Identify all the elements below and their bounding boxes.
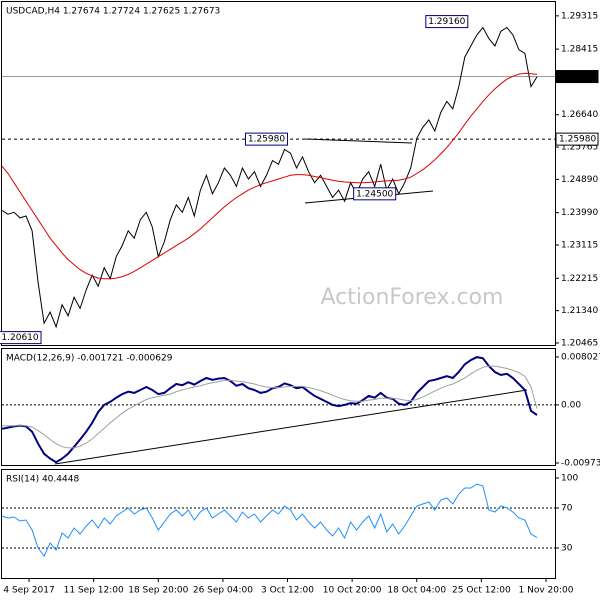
axis-label-box <box>555 132 599 146</box>
price-panel <box>1 1 556 346</box>
axis-label-box <box>555 70 599 84</box>
panel-title: USDCAD,H4 1.27674 1.27724 1.27625 1.2767… <box>6 7 220 17</box>
y-tick-label: 0.00 <box>561 400 581 410</box>
annotation: 1.29160 <box>428 17 465 27</box>
x-tick-label: 26 Sep 04:00 <box>193 586 253 596</box>
y-tick-label: 30 <box>561 544 573 554</box>
x-tick-label: 18 Sep 20:00 <box>128 586 188 596</box>
y-tick-label: 1.29315 <box>561 11 598 21</box>
y-tick-label: 100 <box>561 474 578 484</box>
y-tick-label: 1.24890 <box>561 175 598 185</box>
panel-title: RSI(14) 40.4448 <box>6 475 79 485</box>
annotation-box <box>244 132 288 146</box>
panel-title: MACD(12,26,9) -0.001721 -0.000629 <box>6 354 173 364</box>
series-line <box>1 356 538 464</box>
x-tick-label: 1 Nov 20:00 <box>519 586 574 596</box>
annotation-box <box>0 331 42 345</box>
x-tick-label: 3 Oct 12:00 <box>261 586 314 596</box>
y-tick-label: 1.25765 <box>561 143 598 153</box>
series-line <box>1 26 538 329</box>
x-tick-label: 10 Oct 20:00 <box>323 586 382 596</box>
y-tick-label: 1.21340 <box>561 306 598 316</box>
trendline <box>54 389 528 465</box>
annotation: 1.20610 <box>1 333 38 343</box>
watermark: ActionForex.com <box>321 285 504 310</box>
axis-label: 1.27673 <box>559 72 596 82</box>
y-tick-label: 0.008027 <box>561 352 600 362</box>
trendline <box>304 138 413 144</box>
rsi-panel <box>1 469 556 579</box>
axis-label: 1.25980 <box>559 135 596 145</box>
series-line <box>1 483 538 557</box>
y-tick-label: 1.22215 <box>561 274 598 284</box>
annotation-box <box>425 15 469 29</box>
series-line <box>2 365 538 449</box>
y-tick-label: 1.28415 <box>561 45 598 55</box>
y-tick-label: 1.23990 <box>561 208 598 218</box>
x-tick-label: 25 Oct 12:00 <box>452 586 511 596</box>
y-tick-label: -0.009737 <box>561 459 600 469</box>
y-tick-label: 1.26640 <box>561 110 598 120</box>
y-tick-label: 1.20465 <box>561 338 598 348</box>
y-tick-label: 1.23115 <box>561 241 598 251</box>
annotation-box <box>353 187 397 201</box>
macd-panel <box>1 348 556 466</box>
annotation: 1.24500 <box>356 189 393 199</box>
y-tick-label: 70 <box>561 504 573 514</box>
x-tick-label: 18 Oct 04:00 <box>387 586 446 596</box>
x-tick-label: 4 Sep 2017 <box>3 586 54 596</box>
annotation: 1.25980 <box>248 135 285 145</box>
series-line <box>1 72 538 280</box>
x-tick-label: 11 Sep 12:00 <box>64 586 124 596</box>
